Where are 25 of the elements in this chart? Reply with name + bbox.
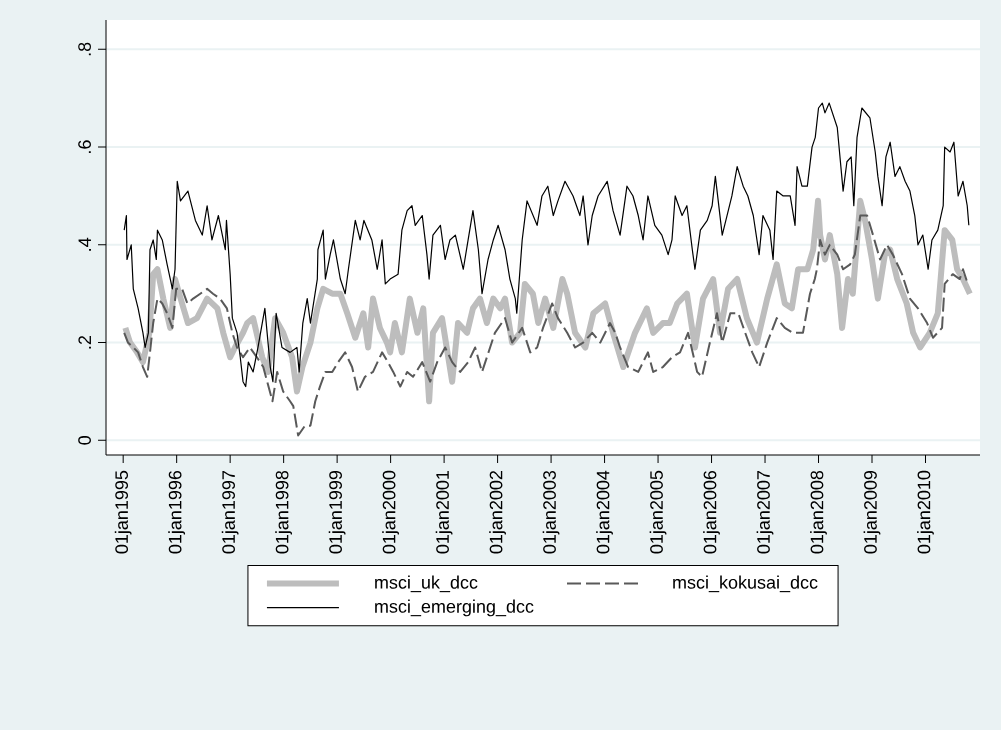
legend-label: msci_uk_dcc [375, 575, 478, 593]
legend-label: msci_kokusai_dcc [673, 575, 818, 593]
line-series [123, 214, 969, 437]
x-tick-label: 01jan1995 [114, 470, 132, 554]
y-tick-label: .8 [78, 42, 91, 56]
x-tick-label: 01jan2003 [542, 470, 560, 554]
y-tick-label: 0 [78, 436, 91, 445]
x-tick-label: 01jan1997 [221, 471, 239, 554]
x-tick-label: 01jan2000 [382, 470, 399, 554]
x-tick-label: 01jan2005 [649, 470, 667, 554]
x-tick-label: 01jan2001 [435, 470, 453, 554]
y-tick-label: .2 [78, 336, 91, 349]
x-tick-label: 01jan1999 [328, 470, 346, 554]
x-tick-label: 01jan2009 [863, 470, 881, 554]
y-tick-label: .6 [78, 140, 91, 153]
x-tick-label: 01jan2006 [703, 470, 720, 554]
x-tick-label: 01jan2010 [917, 470, 934, 554]
x-tick-label: 01jan2002 [489, 471, 506, 554]
y-tick-label: .4 [78, 237, 91, 251]
x-tick-label: 01jan2007 [756, 471, 774, 554]
x-tick-label: 01jan1998 [275, 470, 293, 554]
x-tick-label: 01jan2004 [596, 470, 613, 554]
x-tick-label: 01jan1996 [168, 470, 186, 554]
x-tick-label: 01jan2008 [810, 470, 827, 554]
legend-label: msci_emerging_dcc [375, 599, 534, 617]
